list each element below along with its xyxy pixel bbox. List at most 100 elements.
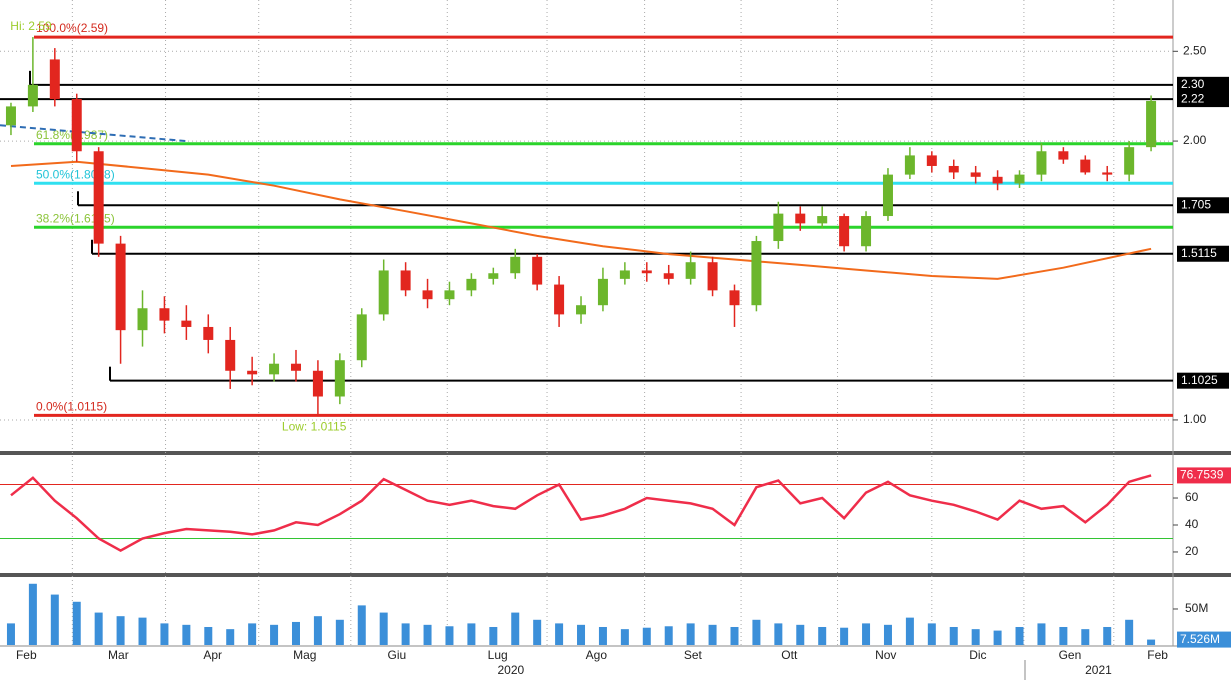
- volume-bar: [840, 627, 849, 645]
- trendline: [0, 124, 187, 143]
- price-level-box: [1177, 76, 1229, 93]
- rsi-current-label: 76.7539: [1180, 468, 1224, 482]
- candle-body: [685, 262, 696, 279]
- volume-bar: [401, 623, 410, 645]
- candle-body: [400, 270, 411, 291]
- year-label: 2020: [498, 663, 525, 677]
- volume-bar: [489, 626, 498, 645]
- x-tick-label: Nov: [875, 648, 896, 662]
- candle-body: [948, 165, 959, 173]
- volume-bar: [971, 629, 980, 645]
- volume-bar: [533, 619, 542, 645]
- volume-bar: [949, 626, 958, 645]
- x-tick-label: Lug: [488, 648, 508, 662]
- volume-bar: [467, 623, 476, 645]
- candle-body: [159, 308, 170, 321]
- x-tick-label: Mar: [108, 648, 129, 662]
- panel-divider: [0, 573, 1231, 577]
- volume-bar: [182, 624, 191, 645]
- y-tick-label: 2.00: [1183, 133, 1207, 147]
- volume-bar: [6, 623, 15, 645]
- x-tick-label: Dic: [969, 648, 986, 662]
- candle-body: [71, 99, 82, 152]
- volume-bar: [248, 623, 257, 645]
- candle-body: [904, 155, 915, 175]
- candle-body: [5, 106, 16, 126]
- candle-body: [510, 256, 521, 274]
- volume-bar: [577, 624, 586, 645]
- volume-bar: [1081, 629, 1090, 645]
- volume-bar: [905, 617, 914, 645]
- volume-bar: [708, 624, 717, 645]
- price-level-box: [1177, 197, 1229, 214]
- volume-bar: [752, 619, 761, 645]
- volume-bar: [598, 626, 607, 645]
- candle-body: [334, 360, 345, 397]
- price-level-label: 2.22: [1181, 91, 1205, 105]
- volume-current-box: [1177, 631, 1231, 648]
- volume-bar: [160, 623, 169, 645]
- candle-body: [663, 273, 674, 279]
- volume-bar: [796, 624, 805, 645]
- candle-body: [27, 84, 38, 107]
- volume-bar: [204, 626, 213, 645]
- candle-body: [707, 262, 718, 291]
- candle-body: [1102, 172, 1113, 175]
- fib-label: 0.0%(1.0115): [36, 400, 107, 414]
- price-level-label: 2.30: [1181, 77, 1205, 91]
- candle-body: [861, 216, 872, 247]
- year-label: 2021: [1085, 663, 1112, 677]
- volume-bar: [445, 626, 454, 645]
- price-level-label: 1.1025: [1181, 373, 1218, 387]
- volume-bar: [1103, 626, 1112, 645]
- candle-body: [1146, 100, 1157, 148]
- volume-bar: [116, 616, 125, 645]
- price-level-box: [1177, 91, 1229, 108]
- volume-bar: [1037, 623, 1046, 645]
- rsi-tick-label: 20: [1185, 544, 1199, 558]
- volume-current-label: 7.526M: [1180, 632, 1220, 646]
- candle-body: [926, 155, 937, 166]
- annotation: Hi: 2.59: [10, 19, 52, 33]
- candle-body: [203, 326, 214, 340]
- volume-bar: [313, 616, 322, 645]
- candle-body: [312, 370, 323, 397]
- volume-bar: [335, 619, 344, 645]
- candle-body: [1080, 159, 1091, 173]
- candle-body: [181, 320, 192, 327]
- volume-bar: [774, 623, 783, 645]
- y-tick-label: 2.50: [1183, 43, 1207, 57]
- candle-body: [597, 278, 608, 306]
- candle-body: [773, 213, 784, 242]
- fib-label: 100.0%(2.59): [36, 21, 108, 35]
- moving-average: [10, 160, 1152, 280]
- volume-bar: [927, 623, 936, 645]
- x-tick-label: Mag: [293, 648, 316, 662]
- volume-bar: [1059, 626, 1068, 645]
- volume-bar: [270, 624, 279, 645]
- volume-bar: [1147, 639, 1156, 645]
- candle-body: [795, 213, 806, 224]
- price-level-box: [1177, 372, 1229, 389]
- price-level-box: [1177, 245, 1229, 262]
- x-tick-label: Feb: [16, 648, 37, 662]
- candle-body: [115, 243, 126, 331]
- candle-body: [1014, 174, 1025, 184]
- candle-body: [882, 174, 893, 217]
- x-tick-label: Feb: [1147, 648, 1168, 662]
- candle-body: [751, 241, 762, 306]
- volume-bar: [291, 621, 300, 645]
- volume-bar: [686, 623, 695, 645]
- volume-bar: [423, 624, 432, 645]
- price-level-label: 1.5115: [1181, 246, 1217, 260]
- volume-bar: [818, 626, 827, 645]
- candle-body: [839, 216, 850, 247]
- rsi-tick-label: 40: [1185, 517, 1199, 531]
- rsi-current-box: [1177, 467, 1231, 484]
- volume-bar: [993, 630, 1002, 645]
- volume-bar: [379, 612, 388, 645]
- candle-body: [1058, 151, 1069, 160]
- volume-bar: [94, 612, 103, 645]
